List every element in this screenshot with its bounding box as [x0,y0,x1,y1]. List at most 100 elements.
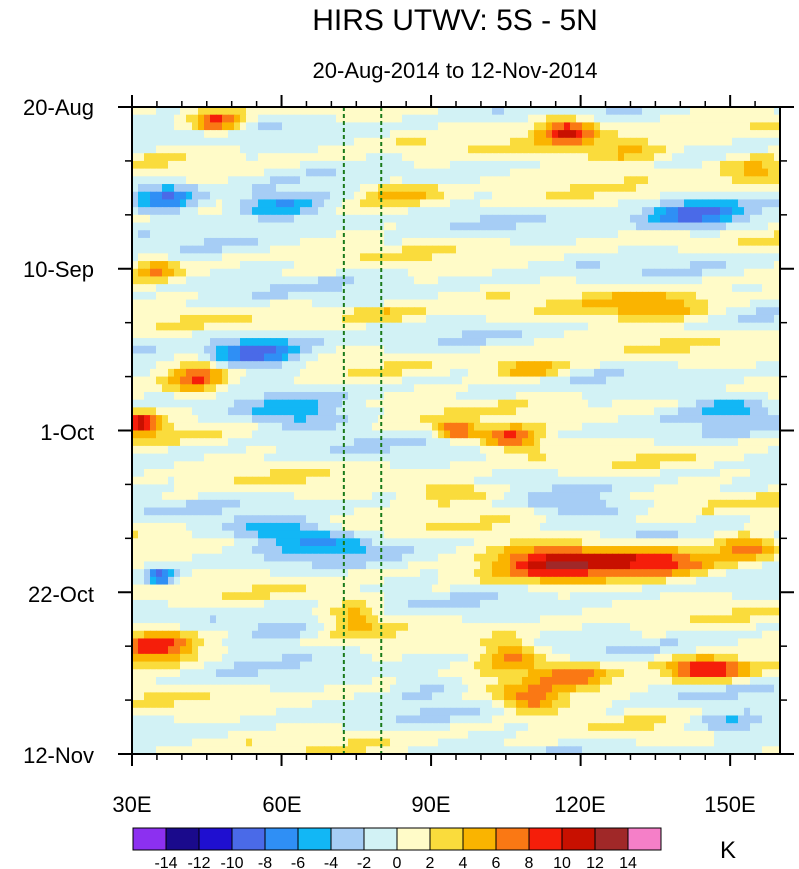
heat-cell [702,230,709,239]
heat-cell [240,137,247,147]
heat-cell [390,361,397,370]
heat-cell [240,415,247,424]
heat-cell [474,438,481,447]
heat-cell [420,453,427,462]
heat-cell [774,368,780,378]
heat-cell [774,299,780,308]
heat-cell [408,122,415,131]
heat-cell [540,353,547,362]
heat-cell [600,384,607,393]
heat-cell [396,253,403,262]
heat-cell [540,438,547,447]
heat-cell [774,322,780,331]
heat-cell [774,361,780,370]
heat-cell [348,114,355,123]
heat-cell [558,137,565,147]
heat-cell [756,345,763,355]
heat-cell [396,322,403,331]
heat-cell [222,307,229,316]
heat-cell [648,415,655,424]
heat-cell [264,230,271,239]
heat-cell [702,415,709,424]
heat-cell [216,361,223,370]
heat-cell [720,291,727,301]
heat-cell [624,207,631,216]
heat-cell [180,391,187,401]
heat-cell [726,207,733,216]
heat-cell [432,153,439,162]
heat-cell [192,214,199,224]
heat-cell [486,445,493,455]
heat-cell [714,399,721,408]
heat-cell [342,230,349,239]
heat-cell [390,114,397,123]
heat-cell [486,145,493,154]
heat-cell [696,207,703,216]
heat-cell [582,407,589,416]
heat-cell [744,453,751,462]
heat-cell [660,299,667,308]
heat-cell [546,214,553,224]
heat-cell [294,322,301,331]
heat-cell [468,330,475,339]
heat-cell [174,107,181,116]
heat-cell [444,114,451,123]
heat-cell [708,222,715,231]
heat-cell [186,153,193,162]
heat-cell [630,422,637,432]
heat-cell [714,230,721,239]
heat-cell [132,107,139,116]
heat-cell [270,415,277,424]
heat-cell [552,284,559,293]
heat-cell [276,261,283,270]
heat-cell [306,407,313,416]
heat-cell [414,245,421,254]
heat-cell [402,253,409,262]
heat-cell [498,191,505,201]
heat-cell [456,284,463,293]
heat-cell [246,184,253,193]
heat-cell [372,107,379,116]
heat-cell [258,237,265,247]
heat-cell [690,137,697,147]
heat-cell [324,330,331,339]
heat-cell [444,345,451,355]
heat-cell [642,361,649,370]
heat-cell [438,276,445,285]
heat-cell [624,137,631,147]
heat-cell [138,184,145,193]
heat-cell [288,168,295,177]
heat-cell [432,453,439,462]
heat-cell [240,345,247,355]
heat-cell [714,107,721,116]
heat-cell [132,299,139,308]
heat-cell [744,145,751,154]
heat-cell [456,399,463,408]
heat-cell [762,299,769,308]
heat-cell [540,399,547,408]
heat-cell [576,184,583,193]
heat-cell [168,130,175,139]
heat-cell [774,184,780,193]
heat-cell [174,384,181,393]
heat-cell [480,291,487,301]
heat-cell [660,330,667,339]
heat-cell [714,145,721,154]
heat-cell [630,453,637,462]
heat-cell [228,322,235,331]
heat-cell [636,107,643,116]
heat-cell [192,230,199,239]
heat-cell [264,384,271,393]
heat-cell [402,353,409,362]
heat-cell [204,391,211,401]
heat-cell [354,453,361,462]
heat-cell [438,384,445,393]
heat-cell [354,245,361,254]
heat-cell [660,222,667,231]
heat-cell [714,253,721,262]
heat-cell [708,407,715,416]
heat-cell [246,445,253,455]
heat-cell [528,368,535,378]
heat-cell [708,184,715,193]
heat-cell [570,415,577,424]
